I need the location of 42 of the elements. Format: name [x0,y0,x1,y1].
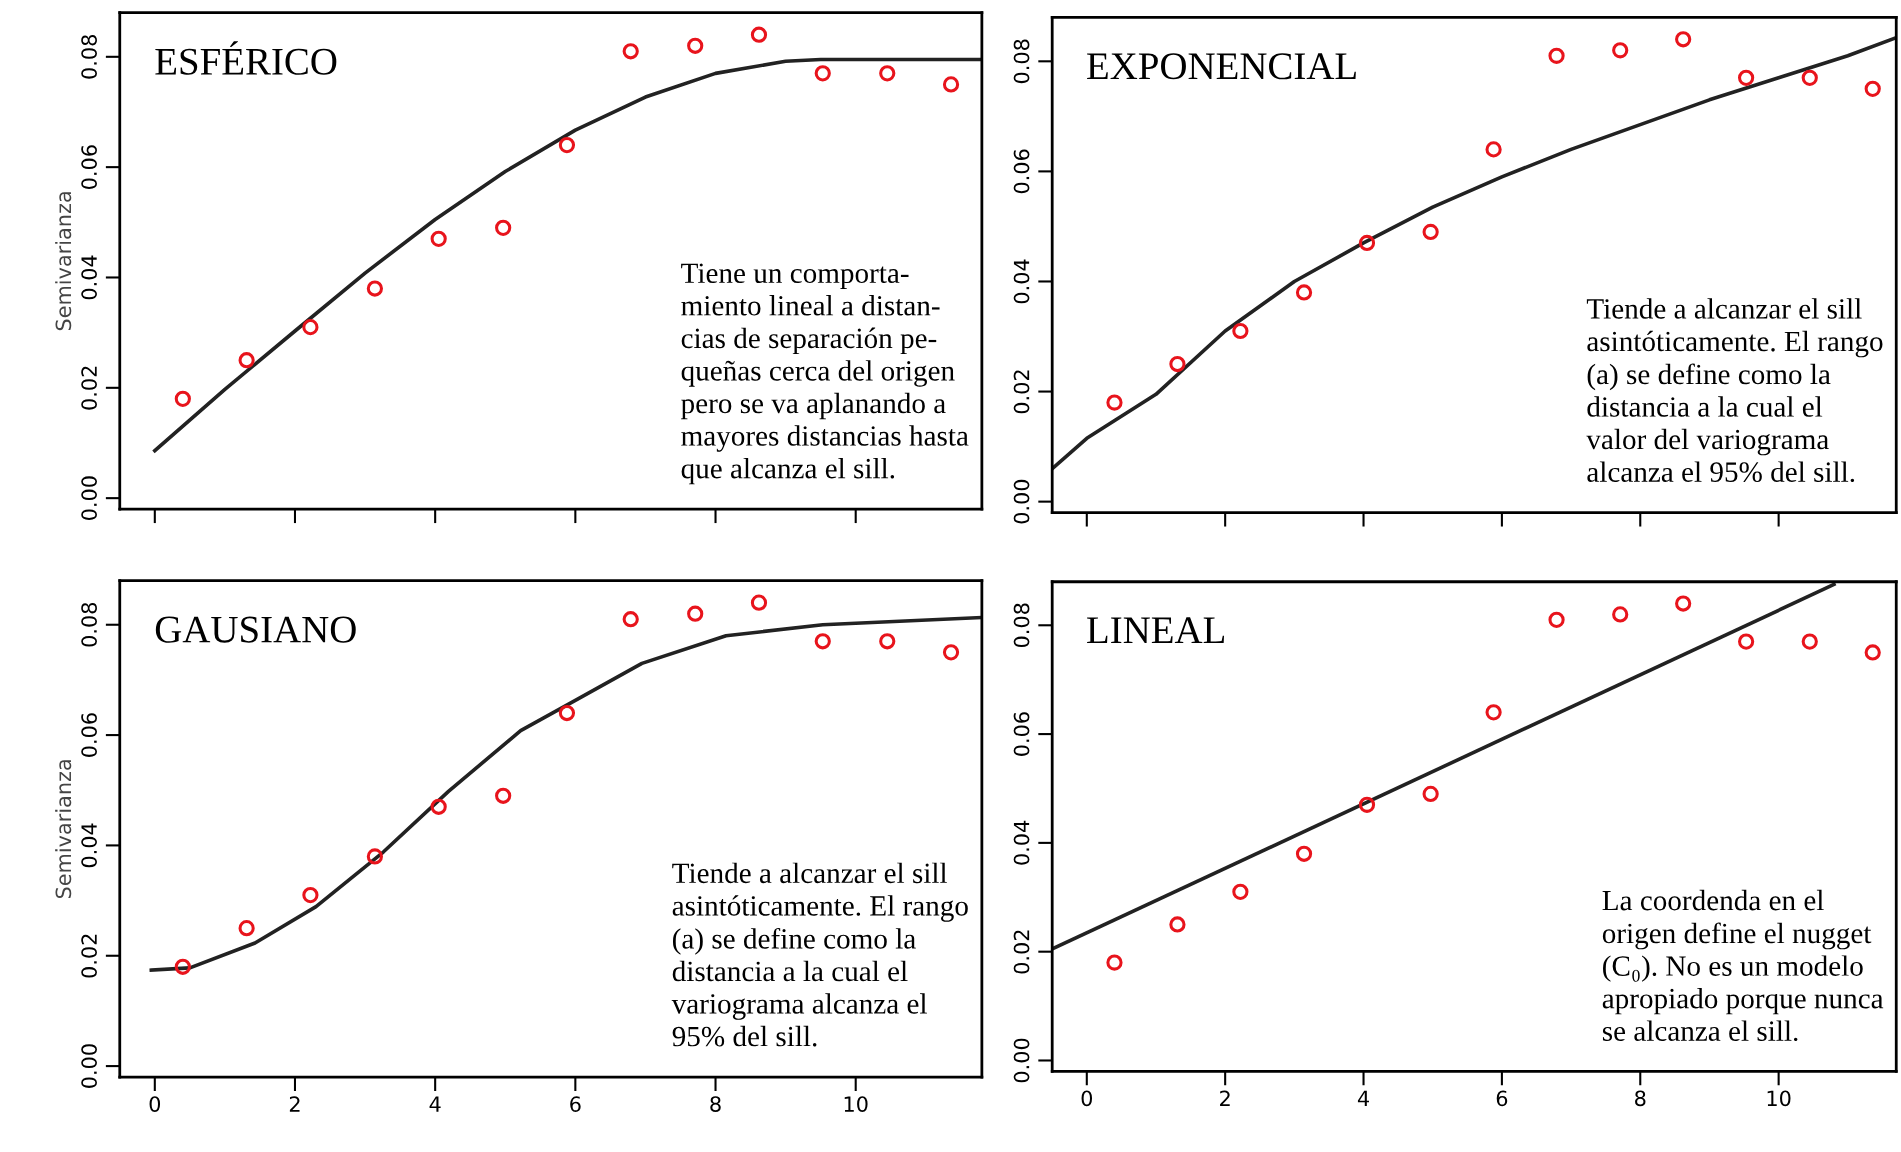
y-tick-label: 0.08 [81,602,97,647]
x-tick-label: 6 [1496,1090,1508,1107]
text: ESFÉRICO [155,41,337,75]
y-tick-label: 0.02 [81,934,97,978]
y-axis-title: Semivarianza [55,192,72,331]
y-tick-label: 0.04 [1013,259,1030,304]
y-axis-title: Semivarianza [55,760,72,899]
y-tick-label: 0.00 [81,1044,97,1088]
annotation: Tiende a alcanzar el sill asintóticamente. El rango (a) se define como la distancia a la cual el valor del variograma alcanza el 95% del sill. [1586,298,1883,483]
annotation: Tiene un comporta- miento lineal a distan- cias de separación pe- queñas cerca del origen pero se va aplanando a mayores distancias hasta que alcanza el sill. [681,263,969,485]
y-tick-label: 0.00 [1013,1038,1030,1083]
y-tick-label: 0.00 [1013,479,1030,524]
x-tick-label: 6 [570,1096,581,1112]
y-tick-label: 0.00 [81,476,97,520]
annotation: Tiende a alcanzar el sill asintóticamente. El rango (a) se define como la distancia a la cual el variograma alcanza el 95% del sill. [671,862,968,1047]
x-tick-label: 10 [1767,1090,1791,1107]
x-tick-label: 0 [1081,1090,1093,1107]
y-tick-label: 0.08 [1013,603,1030,648]
x-tick-label: 2 [289,1096,300,1112]
y-tick-label: 0.02 [1013,370,1030,414]
x-tick-label: 8 [710,1096,721,1112]
y-tick-label: 0.02 [1013,930,1030,974]
y-tick-label: 0.06 [81,713,97,757]
x-tick-label: 4 [429,1096,441,1112]
x-tick-label: 8 [1635,1090,1646,1107]
x-tick-label: 0 [149,1096,161,1112]
x-tick-label: 10 [844,1096,868,1112]
y-tick-label: 0.06 [1013,712,1030,756]
y-tick-label: 0.04 [1013,820,1030,865]
y-tick-label: 0.04 [81,823,97,868]
text: GAUSIANO [155,616,356,643]
y-tick-label: 0.08 [1013,39,1030,84]
y-tick-label: 0.06 [1013,149,1030,194]
text: LINEAL [1087,617,1225,644]
text: EXPONENCIAL [1087,53,1356,80]
x-tick-label: 4 [1357,1090,1369,1106]
annotation: La coordenda en el origen define el nugget (C₀). No es un modelo apropiado porque nunca se alcanza el sill. [1602,889,1884,1042]
y-tick-label: 0.04 [81,255,97,300]
y-tick-label: 0.02 [81,366,97,410]
x-tick-label: 2 [1220,1090,1230,1106]
y-tick-label: 0.08 [81,35,97,79]
y-tick-label: 0.06 [81,145,97,189]
